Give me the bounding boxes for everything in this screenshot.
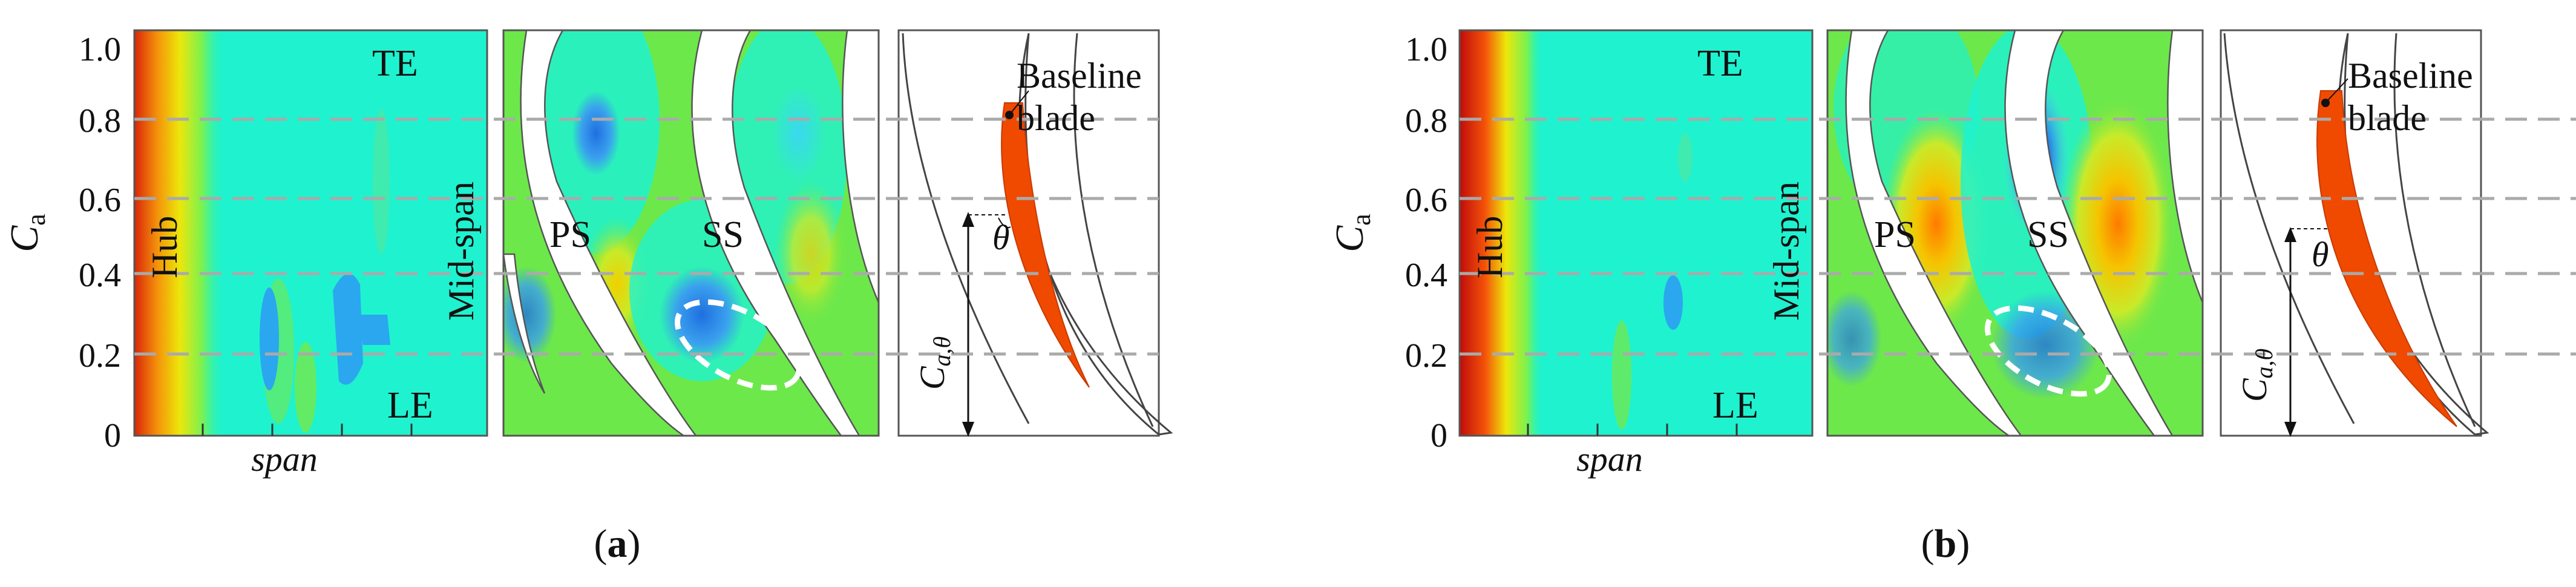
y-tick: 0.6 [79, 182, 121, 219]
panel-b-contour-span-frame [1458, 29, 1814, 437]
panel-b-caption: (b) [1921, 522, 1970, 566]
panel-a-te-label: TE [372, 43, 418, 84]
panel-a-hub-label: Hub [145, 216, 185, 278]
y-tick: 0 [1431, 417, 1447, 454]
panel-b-mid-span-label: Mid-span [1766, 182, 1806, 321]
panel-b-ps-label: PS [1874, 214, 1916, 255]
panel-a-le-label: LE [387, 385, 433, 426]
panel-b-x-ticks [1527, 424, 1738, 436]
panel-a-contour-cascade-frame [502, 29, 880, 437]
svg-text:Ca,θ: Ca,θ [2235, 349, 2278, 402]
panel-b-baseline-line1: Baseline [2348, 56, 2473, 96]
panel-b-baseline-line2: blade [2348, 98, 2427, 138]
panel-a-blade-sketch [897, 29, 1173, 437]
panel-a-mid-span-label: Mid-span [441, 182, 481, 321]
panel-b-y-ticks: 0 0.2 0.4 0.6 0.8 1.0 [1405, 31, 1447, 454]
y-tick: 0.2 [1405, 337, 1447, 375]
y-tick: 0.4 [1405, 257, 1447, 294]
panel-b-ca-theta-label: Ca,θ [2235, 349, 2278, 402]
panel-a-contour-span [134, 30, 487, 436]
panel-a-baseline-line2: blade [1017, 98, 1095, 138]
y-tick: 0.8 [1405, 102, 1447, 140]
svg-text:Ca: Ca [2, 214, 51, 252]
panel-a-baseline-line1: Baseline [1017, 56, 1142, 96]
panel-a-caption: (a) [594, 522, 641, 566]
panel-a: 0 0.2 0.4 0.6 0.8 1.0 Ca span TE LE Hub … [2, 29, 1173, 566]
y-tick: 0 [104, 417, 121, 454]
y-tick: 0.4 [79, 257, 121, 294]
panel-b-ss-label: SS [2027, 214, 2069, 255]
svg-text:Ca,θ: Ca,θ [913, 336, 955, 390]
panel-a-ss-label: SS [702, 214, 744, 255]
panel-a-ps-label: PS [549, 214, 591, 255]
svg-text:Ca: Ca [1328, 214, 1376, 252]
y-tick: 1.0 [1405, 31, 1447, 68]
panel-b-contour-cascade-frame [1826, 29, 2204, 437]
panel-a-contour-cascade [503, 30, 879, 436]
panel-b-hub-label: Hub [1470, 216, 1510, 278]
y-tick: 1.0 [79, 31, 121, 68]
panel-b-contour-span [1460, 30, 1812, 436]
panel-a-x-ticks [202, 424, 413, 436]
panel-b-theta-label: θ [2312, 235, 2329, 274]
y-tick: 0.6 [1405, 182, 1447, 219]
panel-b: 0 0.2 0.4 0.6 0.8 1.0 Ca span TE LE Hub … [1328, 29, 2576, 566]
panel-a-contour-span-frame [133, 29, 488, 437]
panel-b-blade-sketch [2220, 29, 2489, 437]
panel-a-x-axis-label: span [251, 439, 318, 479]
y-tick: 0.8 [79, 102, 121, 140]
y-tick: 0.2 [79, 337, 121, 375]
panel-b-le-label: LE [1712, 385, 1758, 426]
panel-a-guides [134, 117, 1159, 356]
panel-b-x-axis-label: span [1576, 439, 1643, 479]
panel-b-guides [1460, 117, 2576, 356]
panel-a-y-ticks: 0 0.2 0.4 0.6 0.8 1.0 [79, 31, 121, 454]
panel-a-y-axis-label: Ca [2, 214, 51, 252]
panel-b-y-axis-label: Ca [1328, 214, 1376, 252]
panel-a-theta-label: θ [992, 218, 1010, 257]
panel-b-te-label: TE [1697, 43, 1743, 84]
panel-a-ca-theta-label: Ca,θ [913, 336, 955, 390]
